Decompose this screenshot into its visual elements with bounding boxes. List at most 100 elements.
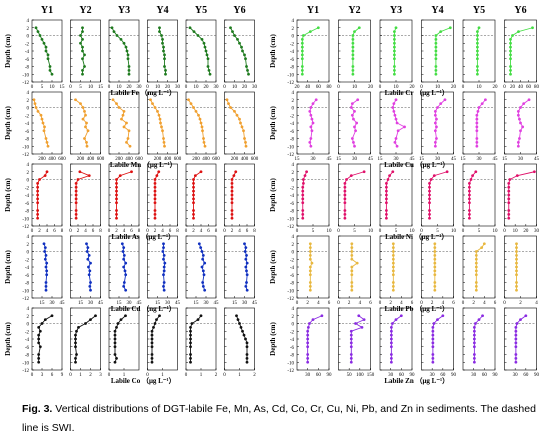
data-point — [306, 329, 310, 333]
data-point — [164, 72, 167, 76]
data-point — [85, 121, 88, 125]
data-point — [468, 189, 471, 193]
data-point — [227, 102, 230, 106]
x-tick-label: 80 — [534, 85, 540, 90]
data-point — [476, 34, 479, 37]
x-tick-label: 100 — [356, 373, 364, 378]
data-point — [308, 288, 312, 292]
x-tick-label: 2 — [519, 301, 522, 306]
y-tick-label: 2 — [292, 315, 295, 320]
data-point — [81, 45, 84, 49]
data-point — [34, 26, 38, 30]
data-point — [472, 341, 476, 345]
y-tick-label: 4 — [292, 307, 295, 312]
data-point — [350, 273, 354, 277]
x-tick-label: 2 — [306, 301, 309, 306]
x-tick-label: 6 — [246, 229, 249, 234]
x-tick-label: 0 — [420, 229, 423, 234]
data-point — [78, 170, 82, 174]
data-point — [40, 322, 44, 325]
data-point — [126, 57, 130, 61]
y-tick-label: -2 — [25, 330, 30, 335]
y-tick-label: -2 — [290, 258, 295, 263]
series-line — [344, 171, 365, 219]
data-point — [391, 246, 395, 250]
data-point — [476, 65, 479, 68]
data-point — [153, 201, 157, 205]
x-tick-label: 8 — [215, 229, 218, 234]
data-point — [308, 265, 312, 269]
data-point — [385, 193, 388, 197]
data-point — [84, 322, 87, 325]
x-tick-label: 45 — [175, 301, 181, 306]
data-point — [433, 242, 437, 246]
data-point — [309, 144, 313, 148]
data-point — [349, 329, 353, 333]
x-tick-label: 20 — [493, 85, 499, 90]
x-tick-label: 0 — [462, 301, 465, 306]
x-tick-label: 0 — [146, 85, 149, 90]
data-point — [507, 185, 511, 189]
y-axis-label: Depth (cm) — [269, 250, 277, 284]
x-axis-label: Labile Cu （μg L⁻¹） — [384, 161, 449, 169]
data-point — [113, 353, 117, 356]
data-point — [74, 209, 78, 212]
x-tick-label: 4 — [359, 301, 362, 306]
data-point — [391, 265, 395, 269]
data-point — [127, 72, 131, 76]
x-tick-label: 6 — [369, 301, 372, 306]
data-point — [515, 246, 518, 250]
data-point — [115, 209, 118, 212]
data-point — [189, 353, 192, 356]
panel-frame — [462, 91, 496, 155]
y-tick-label: -4 — [25, 338, 30, 343]
data-point — [428, 181, 431, 185]
data-point — [86, 129, 90, 133]
data-point — [244, 57, 247, 61]
data-point — [507, 216, 511, 220]
data-point — [308, 284, 312, 288]
data-point — [162, 45, 165, 49]
x-tick-label: 30 — [471, 373, 477, 378]
data-point — [199, 314, 203, 318]
data-point — [122, 109, 126, 113]
data-point — [343, 189, 347, 193]
column-title: Y1 — [307, 5, 319, 16]
x-tick-label: 90 — [410, 373, 416, 378]
y-tick-label: -12 — [22, 81, 29, 86]
data-point — [389, 341, 393, 345]
x-tick-label: 20 — [368, 85, 374, 90]
series-line — [392, 99, 406, 147]
data-point — [151, 102, 154, 106]
y-tick-label: -8 — [290, 138, 295, 143]
y-axis-label: Depth (cm) — [269, 322, 277, 356]
y-tick-label: 4 — [27, 235, 30, 240]
data-point — [118, 174, 122, 178]
data-point — [162, 269, 166, 273]
x-tick-label: 15 — [232, 301, 238, 306]
data-point — [192, 212, 195, 216]
panel-frame — [31, 307, 63, 371]
data-point — [86, 257, 90, 261]
data-point — [150, 353, 154, 356]
data-point — [306, 345, 310, 349]
x-tick-label: 10 — [50, 85, 56, 90]
data-point — [230, 212, 234, 216]
y-tick-label: -10 — [22, 73, 29, 78]
data-point — [158, 314, 161, 318]
data-point — [187, 98, 190, 102]
y-tick-label: -6 — [290, 58, 295, 63]
y-axis-label: Depth (cm) — [269, 106, 277, 140]
data-point — [229, 106, 232, 109]
data-point — [46, 57, 50, 61]
x-tick-label: 45 — [60, 301, 66, 306]
y-tick-label: -10 — [22, 289, 29, 294]
data-point — [44, 137, 48, 140]
y-tick-label: -2 — [290, 114, 295, 119]
y-tick-label: -8 — [290, 282, 295, 287]
y-tick-label: -8 — [290, 354, 295, 359]
data-point — [477, 26, 481, 30]
data-point — [121, 250, 125, 253]
x-tick-label: 2 — [192, 229, 195, 234]
data-point — [113, 333, 117, 337]
